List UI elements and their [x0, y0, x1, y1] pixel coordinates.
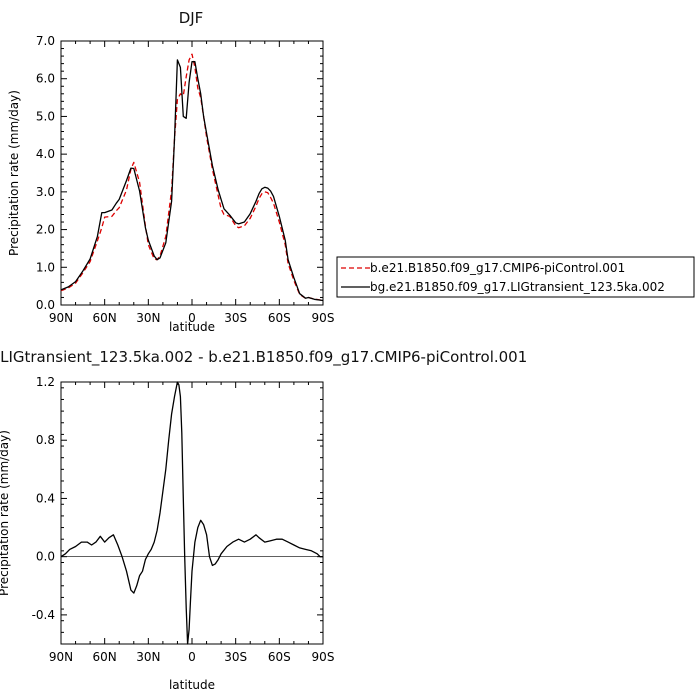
bottom-y-axis-label: Precipitation rate (mm/day) [0, 430, 11, 596]
bottom-y-tick-label: -0.4 [32, 608, 55, 622]
top-y-tick-label: 2.0 [36, 223, 55, 237]
top-y-tick-label: 7.0 [36, 34, 55, 48]
bottom-x-tick-label: 30N [136, 650, 160, 664]
bottom-x-tick-label: 60N [93, 650, 117, 664]
top-x-tick-label: 0 [188, 311, 196, 325]
bottom-plot-frame [60, 381, 324, 645]
top-plot-frame [60, 40, 324, 306]
top-x-tick-label: 90S [312, 311, 335, 325]
bottom-x-tick-label: 90S [312, 650, 335, 664]
top-series-line-1 [60, 59, 324, 302]
top-y-tick-label: 5.0 [36, 109, 55, 123]
bottom-x-tick-label: 90N [49, 650, 73, 664]
bottom-y-tick-label: 0.4 [36, 491, 55, 505]
bottom-x-tick-label: 0 [188, 650, 196, 664]
top-series-line-0 [60, 53, 324, 302]
legend-label-control: b.e21.B1850.f09_g17.CMIP6-piControl.001 [370, 261, 625, 275]
top-x-tick-label: 90N [49, 311, 73, 325]
top-x-tick-label: 30N [136, 311, 160, 325]
legend: b.e21.B1850.f09_g17.CMIP6-piControl.001 … [336, 256, 695, 298]
top-y-tick-label: 6.0 [36, 72, 55, 86]
top-x-tick-label: 60N [93, 311, 117, 325]
bottom-chart-title: bg.e21.B1850.f09_g17.LIGtransient_123.5k… [0, 348, 527, 367]
top-y-tick-label: 3.0 [36, 185, 55, 199]
top-x-axis-label: latitude [169, 320, 215, 334]
bottom-x-tick-label: 30S [224, 650, 247, 664]
top-y-tick-label: 0.0 [36, 298, 55, 312]
legend-box [336, 256, 695, 298]
bottom-x-tick-label: 60S [268, 650, 291, 664]
bottom-x-axis-label: latitude [169, 678, 215, 692]
bottom-y-tick-label: 1.2 [36, 375, 55, 389]
bottom-y-tick-label: 0.8 [36, 433, 55, 447]
top-y-axis-label: Precipitation rate (mm/day) [7, 90, 21, 256]
top-x-tick-label: 30S [224, 311, 247, 325]
top-y-tick-label: 4.0 [36, 147, 55, 161]
legend-label-lig: bg.e21.B1850.f09_g17.LIGtransient_123.5k… [370, 280, 665, 294]
top-x-tick-label: 60S [268, 311, 291, 325]
bottom-series-line-0 [60, 381, 323, 645]
top-y-tick-label: 1.0 [36, 260, 55, 274]
bottom-y-tick-label: 0.0 [36, 550, 55, 564]
top-chart-title: DJF [179, 9, 204, 27]
